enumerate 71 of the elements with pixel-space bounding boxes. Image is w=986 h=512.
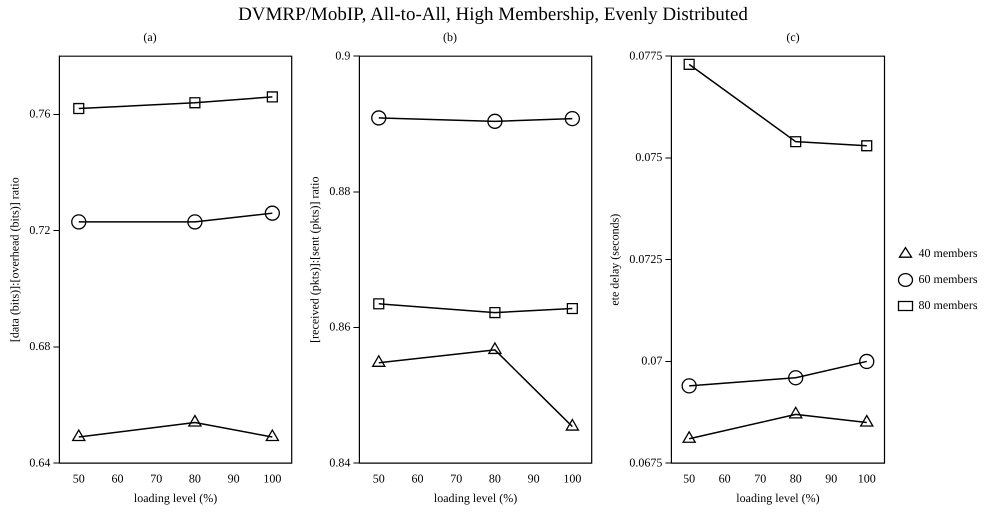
- point: [372, 355, 386, 367]
- y-tick-label: 0.0675: [629, 455, 662, 470]
- x-tick-label: 60: [718, 472, 731, 486]
- point: [189, 97, 201, 108]
- legend-label: 60 members: [918, 272, 978, 286]
- point: [72, 429, 86, 442]
- point: [73, 102, 84, 114]
- point: [861, 140, 872, 152]
- chart-subtitle: (c): [785, 29, 801, 46]
- y-tick-label: 0.72: [29, 222, 50, 237]
- point: [488, 342, 502, 354]
- x-tick-label: 100: [263, 472, 282, 486]
- point: [684, 58, 695, 70]
- y-tick-label: 0.64: [29, 455, 50, 470]
- point: [266, 429, 280, 442]
- point: [564, 110, 580, 126]
- y-tick-label: 0.76: [29, 106, 50, 120]
- point: [566, 418, 580, 431]
- y-tick-label: 0.9: [335, 48, 350, 62]
- point: [860, 414, 874, 427]
- y-axis-title: ete delay (seconds): [607, 214, 622, 306]
- point: [489, 307, 501, 318]
- x-tick-label: 80: [188, 472, 201, 486]
- x-tick-label: 90: [528, 472, 540, 486]
- x-tick-label: 50: [683, 472, 696, 486]
- point: [788, 370, 804, 386]
- point: [264, 206, 280, 221]
- y-tick-label: 0.86: [329, 320, 350, 334]
- y-axis-title: [received (pkts)]:[sent (pkts)] ratio: [307, 176, 322, 343]
- y-tick-label: 0.07: [641, 354, 662, 368]
- y-tick-label: 0.075: [635, 150, 662, 164]
- point: [859, 354, 874, 370]
- chart-subtitle: (a): [142, 29, 158, 46]
- x-tick-label: 50: [372, 472, 385, 486]
- x-axis-title: loading level (%): [736, 490, 820, 505]
- x-tick-label: 70: [150, 472, 162, 486]
- y-tick-label: 0.84: [329, 455, 350, 470]
- point: [566, 302, 578, 314]
- x-tick-label: 70: [754, 472, 766, 486]
- x-tick-label: 100: [563, 472, 582, 486]
- y-tick-label: 0.68: [29, 339, 50, 354]
- point: [71, 214, 86, 230]
- y-tick-label: 0.0775: [629, 48, 662, 62]
- y-tick-label: 0.88: [329, 184, 350, 198]
- x-tick-label: 60: [111, 472, 124, 486]
- legend-label: 40 members: [918, 246, 978, 260]
- point: [790, 136, 802, 148]
- x-tick-label: 100: [858, 472, 876, 486]
- y-tick-label: 0.0725: [629, 252, 662, 266]
- point: [266, 91, 278, 102]
- x-tick-label: 90: [228, 472, 240, 486]
- x-tick-label: 90: [825, 472, 838, 486]
- point: [188, 414, 202, 427]
- point: [187, 214, 203, 230]
- x-axis-title: loading level (%): [434, 490, 518, 505]
- point: [487, 114, 503, 129]
- point: [373, 298, 384, 310]
- chart-subtitle: (b): [442, 29, 458, 46]
- point: [371, 110, 386, 126]
- x-tick-label: 80: [488, 472, 501, 486]
- x-tick-label: 80: [790, 472, 802, 486]
- point: [682, 378, 697, 394]
- x-axis-title: loading level (%): [134, 490, 218, 505]
- point: [788, 406, 802, 419]
- y-axis-title: [data (bits)]:[overhead (bits)] ratio: [7, 177, 22, 342]
- point: [682, 431, 696, 443]
- legend-label: 80 members: [918, 298, 978, 312]
- x-tick-label: 60: [411, 472, 424, 486]
- x-tick-label: 70: [450, 472, 462, 486]
- text: DVMRP/MobIP, All-to-All, High Membership, Evenly Distributed: [237, 4, 749, 26]
- x-tick-label: 50: [72, 472, 85, 486]
